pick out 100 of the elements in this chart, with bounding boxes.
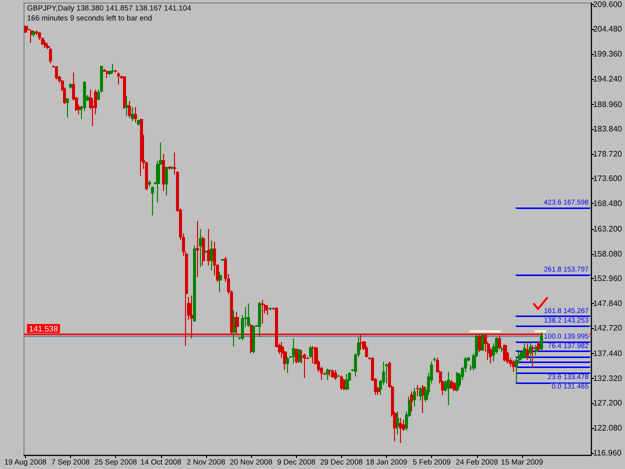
candlestick	[340, 375, 343, 390]
y-tick-label: 194.240	[593, 74, 623, 84]
candlestick	[131, 107, 134, 122]
candlestick	[117, 72, 120, 85]
candlestick	[529, 341, 532, 362]
candlestick	[123, 76, 126, 110]
candlestick	[329, 370, 332, 377]
y-tick-label: 204.480	[593, 24, 623, 34]
candlestick	[526, 343, 529, 360]
y-tick-label: 178.720	[593, 149, 623, 158]
y-tick-label: 209.600	[593, 0, 623, 9]
candlestick	[128, 100, 131, 118]
candlestick	[450, 380, 453, 390]
candlestick	[55, 66, 58, 80]
candlestick	[478, 333, 481, 352]
candlestick	[501, 346, 504, 352]
candlestick	[190, 295, 193, 339]
ref-line-label: 141.538	[29, 324, 58, 334]
candlestick	[140, 118, 143, 176]
y-tick-label: 183.840	[593, 124, 623, 134]
candlestick	[345, 374, 349, 390]
candlestick	[258, 302, 261, 338]
candlestick	[261, 300, 264, 324]
candlestick	[303, 353, 306, 378]
candlestick	[137, 119, 140, 126]
candlestick	[233, 310, 236, 347]
y-tick-label: 127.200	[593, 398, 623, 408]
candlestick	[266, 305, 270, 316]
y-tick-label: 168.480	[593, 198, 623, 208]
candlestick	[221, 258, 224, 262]
candlestick	[512, 360, 515, 372]
candlestick	[171, 166, 174, 170]
candlestick	[396, 411, 399, 435]
candlestick	[32, 30, 35, 37]
candlestick	[292, 338, 295, 364]
candlestick	[385, 363, 388, 384]
candlestick	[532, 344, 535, 368]
y-tick-label: 116.960	[593, 448, 622, 458]
candlestick	[114, 69, 117, 73]
candlestick	[456, 371, 459, 392]
candlestick	[422, 384, 425, 414]
candlestick	[537, 341, 540, 352]
candlestick	[30, 29, 33, 44]
y-tick-label: 188.960	[593, 100, 623, 109]
y-tick-label: 199.360	[593, 50, 623, 59]
candlestick	[162, 154, 165, 192]
y-tick-label: 132.320	[593, 374, 623, 383]
candlestick	[168, 166, 171, 170]
y-tick-label: 142.720	[593, 324, 623, 333]
candlestick	[419, 386, 422, 401]
candlestick	[24, 24, 27, 34]
candlestick	[151, 186, 154, 216]
candlestick	[111, 64, 114, 74]
candlestick	[447, 371, 450, 406]
candlestick	[196, 220, 199, 278]
candlestick	[44, 39, 47, 48]
candlestick	[106, 70, 109, 78]
candlestick	[252, 325, 255, 354]
candlestick	[49, 48, 52, 64]
candlestick	[535, 344, 538, 356]
y-tick-label: 152.960	[593, 274, 623, 284]
candlestick	[165, 166, 168, 196]
y-tick-label: 163.200	[593, 224, 623, 234]
candlestick	[540, 332, 543, 350]
candlestick	[69, 83, 72, 89]
candlestick	[453, 382, 456, 392]
candlestick	[66, 98, 69, 118]
y-tick-label: 173.600	[593, 174, 623, 184]
candlestick	[498, 335, 501, 350]
candlestick	[219, 272, 222, 292]
candlestick	[247, 303, 250, 328]
candlestick	[433, 357, 436, 362]
candlestick	[309, 346, 312, 359]
candlestick	[134, 106, 137, 123]
candlestick	[312, 346, 315, 364]
candlestick	[269, 307, 272, 311]
candlestick	[523, 341, 526, 359]
candlestick	[326, 368, 329, 380]
candlestick	[295, 348, 298, 364]
candlestick	[503, 344, 507, 362]
candlestick	[481, 333, 484, 352]
y-tick-label: 137.440	[593, 349, 623, 358]
candlestick	[413, 388, 416, 407]
candlestick	[235, 311, 239, 336]
y-tick-label: 122.080	[593, 423, 623, 432]
candlestick	[331, 370, 334, 378]
candlestick	[410, 391, 413, 412]
candlestick	[334, 370, 337, 380]
y-tick-label: 147.840	[593, 298, 623, 308]
candlestick	[337, 374, 340, 378]
candlestick	[207, 228, 210, 266]
y-tick-label: 158.080	[593, 249, 623, 258]
candlestick	[199, 228, 202, 268]
candlestick	[125, 96, 129, 116]
candlestick	[202, 236, 205, 266]
candlestick	[204, 250, 208, 254]
candlestick	[286, 356, 289, 374]
candlestick	[148, 180, 151, 187]
candlestick	[416, 384, 419, 397]
candlestick	[298, 348, 301, 364]
